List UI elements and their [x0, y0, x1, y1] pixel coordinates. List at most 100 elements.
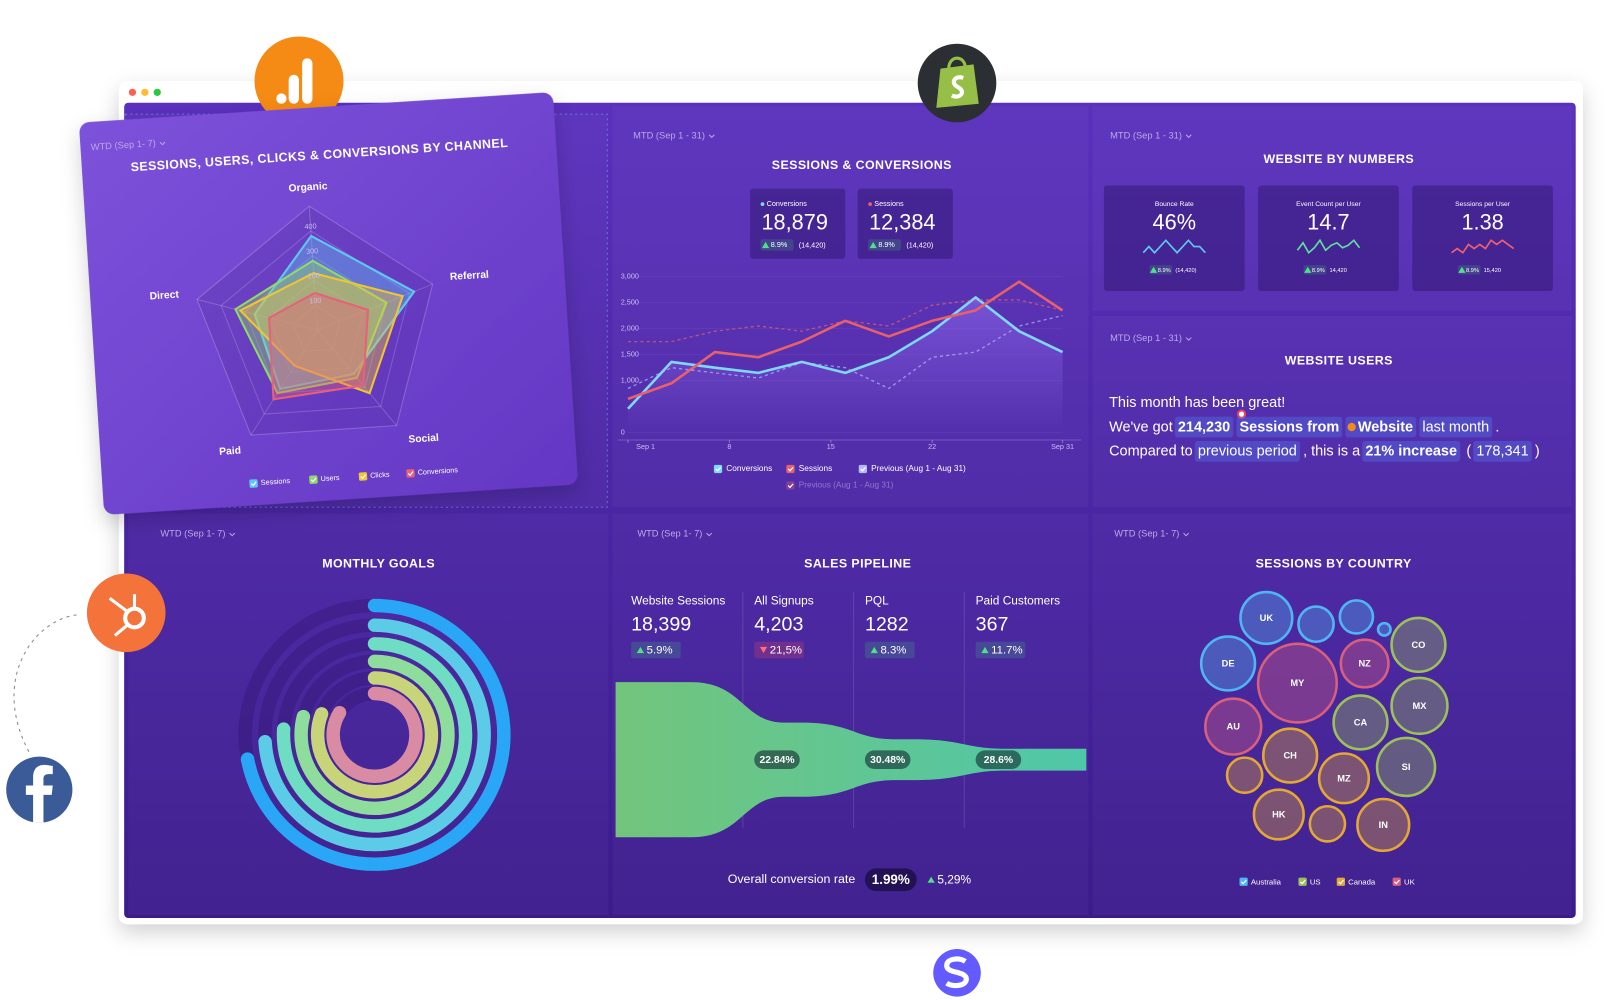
- bubble: [1317, 752, 1371, 805]
- legend-label: Users: [320, 473, 340, 483]
- metric-card: [1412, 185, 1553, 292]
- highlight-chip: [1473, 441, 1532, 462]
- date-range: MTD (Sep 1 - 31): [633, 130, 705, 140]
- stage-change: 21,5%: [770, 645, 802, 657]
- metric-label: Bounce Rate: [1155, 201, 1194, 208]
- bubble-label: UK: [1260, 613, 1274, 623]
- stage-change: 5.9%: [647, 645, 673, 657]
- r-tick-label: 200: [307, 271, 320, 281]
- date-dropdown: [159, 141, 166, 146]
- panel-title: WEBSITE USERS: [1285, 354, 1393, 368]
- website-icon: [1347, 422, 1356, 432]
- stage-value: 1282: [865, 613, 909, 635]
- stage-name: All Signups: [754, 594, 813, 608]
- change-arrow: [1304, 266, 1312, 273]
- legend-label: UK: [1404, 877, 1416, 886]
- highlight-chip: [1419, 416, 1493, 438]
- sentence-text: .: [1495, 419, 1499, 435]
- change-pill: [975, 641, 1026, 659]
- metric-change: 8.9%: [1158, 268, 1171, 274]
- legend-label: Sessions: [799, 464, 833, 473]
- legend-check: [360, 474, 367, 480]
- stat-name: Conversions: [767, 199, 808, 208]
- bubble: [1356, 797, 1411, 853]
- change-arrow: [981, 646, 989, 654]
- date-dropdown: [1185, 134, 1192, 139]
- window-minimize[interactable]: [141, 88, 149, 96]
- stat-value: 12,384: [869, 209, 935, 234]
- change-arrow: [759, 646, 768, 654]
- change-arrow: [927, 876, 935, 883]
- legend-check: [715, 466, 722, 472]
- stat-previous: (14,420): [906, 240, 933, 249]
- x-tick-label: 15: [827, 442, 835, 451]
- sparkline: [1142, 239, 1206, 254]
- bubble: [1204, 697, 1263, 756]
- bubble: [1297, 605, 1335, 644]
- card: [79, 92, 578, 515]
- legend-check: [1338, 879, 1345, 885]
- goal-arc: [276, 637, 473, 833]
- goal-arc: [294, 654, 455, 816]
- sentence-text: last month: [1422, 419, 1489, 435]
- change-pill: [631, 641, 681, 659]
- bubble-label: CO: [1411, 640, 1425, 650]
- bubble-label: HK: [1272, 809, 1286, 819]
- date-dropdown: [706, 532, 713, 537]
- highlight-chip: [1236, 416, 1343, 438]
- metric-value: 1.38: [1461, 209, 1503, 234]
- sparkline: [1296, 238, 1361, 255]
- window-zoom[interactable]: [153, 88, 161, 96]
- change-pill: [754, 641, 804, 659]
- sentence-text: previous period: [1198, 444, 1297, 460]
- bubble-label: IN: [1379, 820, 1389, 830]
- highlight-chip: [1345, 416, 1417, 438]
- rate-label: 28.6%: [984, 755, 1013, 766]
- legend-label: US: [1310, 877, 1321, 886]
- date-dropdown: [1185, 337, 1192, 341]
- rate-pill: [975, 750, 1022, 769]
- bubble: [1390, 616, 1447, 674]
- overall-value: 1.99%: [872, 872, 910, 887]
- sentence-text: 21% increase: [1365, 444, 1457, 460]
- date-range: MTD (Sep 1 - 31): [1110, 130, 1182, 140]
- stat-card: [750, 188, 846, 259]
- bubble-label: NZ: [1358, 658, 1371, 668]
- legend-checkbox: [1239, 877, 1248, 886]
- sentence-text: , this is a: [1303, 444, 1361, 460]
- bubble: [1256, 642, 1339, 724]
- sentence-text: (: [1466, 444, 1471, 460]
- stat-previous: (14,420): [799, 240, 826, 249]
- date-range: WTD (Sep 1- 7): [1114, 529, 1179, 539]
- rate-pill: [864, 750, 911, 769]
- bubble: [1252, 788, 1305, 841]
- stat-name: Sessions: [874, 199, 904, 208]
- bubble: [1308, 804, 1347, 843]
- legend-check: [787, 466, 794, 472]
- date-range: MTD (Sep 1 - 31): [1110, 333, 1182, 343]
- window-close[interactable]: [128, 88, 137, 96]
- change-arrow: [1149, 266, 1158, 273]
- rate-label: 22.84%: [759, 755, 794, 766]
- stat-card: [857, 188, 953, 259]
- bubble: [1261, 727, 1319, 784]
- legend-checkbox: [786, 481, 795, 490]
- date-range: WTD (Sep 1- 7): [160, 529, 225, 539]
- stat-change: 8.9%: [771, 240, 788, 249]
- date-range: WTD (Sep 1- 7): [90, 138, 156, 152]
- stripe-logo: [933, 949, 981, 997]
- change-arrow: [1458, 266, 1466, 273]
- sentence-text: Website: [1358, 419, 1413, 435]
- sentence-text: 214,230: [1178, 419, 1230, 435]
- metric-previous: (14,420): [1175, 268, 1196, 274]
- highlight-chip: [1174, 416, 1234, 438]
- stage-change: 8.3%: [880, 645, 906, 657]
- metric-card: [1103, 185, 1245, 292]
- goal-arc: [258, 618, 491, 852]
- sentence-text: ): [1535, 444, 1540, 460]
- area: [628, 297, 1063, 433]
- legend-checkbox: [786, 464, 795, 474]
- bubble-label: MX: [1413, 701, 1428, 711]
- legend-checkbox: [406, 469, 415, 478]
